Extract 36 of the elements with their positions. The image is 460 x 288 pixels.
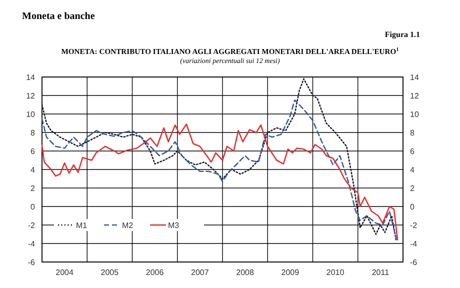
y2-tick-label: 4 [410, 166, 415, 174]
y2-tick-label: 8 [410, 128, 415, 138]
y-tick-label: 6 [30, 147, 36, 156]
x-tick-label: 2005 [100, 268, 120, 277]
y2-tick-label: 10 [410, 110, 420, 119]
x-tick-label: 2011 [372, 268, 390, 277]
legend-label: M1 [76, 221, 88, 230]
x-tick-label: 2009 [281, 268, 300, 277]
y2-tick-label: -6 [410, 258, 418, 267]
y-tick-label: 0 [30, 202, 36, 212]
y-tick-label: 14 [26, 73, 36, 82]
y2-tick-label: 2 [410, 184, 415, 193]
y2-tick-label: -2 [410, 221, 418, 230]
y-tick-label: 4 [30, 166, 36, 174]
x-tick-label: 2006 [146, 268, 164, 277]
y-tick-label: 10 [26, 110, 36, 119]
y2-tick-label: -4 [410, 240, 418, 248]
y-tick-label: 12 [26, 92, 36, 100]
text: Figura 1.1 [384, 30, 420, 39]
line-series [41, 124, 398, 240]
y2-tick-label: 12 [410, 92, 420, 100]
y-tick-label: -4 [28, 240, 36, 248]
text: Moneta e banche [22, 11, 96, 22]
y-tick-label: 8 [30, 128, 36, 138]
y-tick-label: 2 [30, 184, 36, 193]
legend-label: M2 [122, 221, 134, 230]
x-tick-label: 2004 [56, 268, 74, 277]
x-tick-label: 2008 [236, 268, 255, 277]
legend-label: M3 [168, 221, 180, 230]
x-tick-label: 2007 [191, 268, 210, 277]
x-tick-label: 2010 [326, 268, 345, 277]
y-tick-label: -2 [28, 221, 36, 230]
y2-tick-label: 14 [410, 73, 420, 82]
y2-tick-label: 0 [410, 202, 415, 212]
y-tick-label: -6 [28, 258, 36, 267]
y2-tick-label: 6 [410, 147, 415, 156]
